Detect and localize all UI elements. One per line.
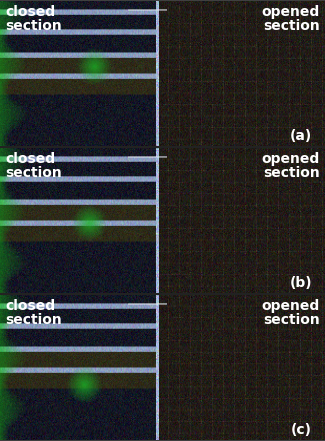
Text: section: section [5, 313, 62, 327]
Text: section: section [5, 19, 62, 33]
Text: section: section [263, 166, 320, 180]
Text: closed: closed [5, 299, 55, 313]
Text: section: section [263, 313, 320, 327]
Text: section: section [263, 19, 320, 33]
Text: (a): (a) [290, 129, 312, 143]
Text: opened: opened [262, 5, 320, 19]
Text: section: section [5, 166, 62, 180]
Text: (b): (b) [289, 276, 312, 290]
Text: closed: closed [5, 152, 55, 166]
Text: opened: opened [262, 152, 320, 166]
Text: opened: opened [262, 299, 320, 313]
Text: closed: closed [5, 5, 55, 19]
Text: (c): (c) [291, 423, 312, 437]
